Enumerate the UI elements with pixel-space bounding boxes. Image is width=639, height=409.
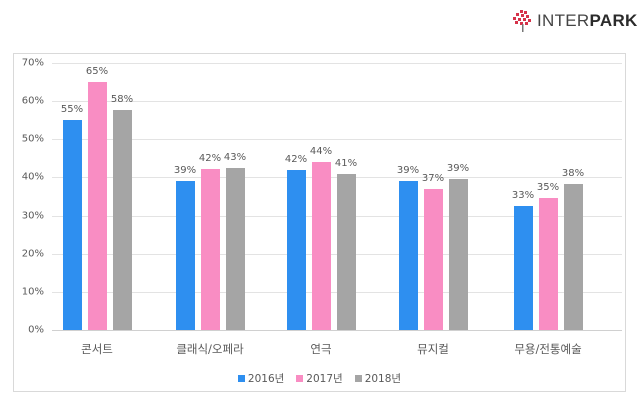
data-label: 33% — [511, 190, 535, 202]
y-axis-tick-label: 50% — [21, 133, 44, 145]
gridline — [52, 63, 622, 64]
bar-2017년 — [311, 162, 331, 330]
data-label: 65% — [85, 66, 109, 78]
y-axis-tick-label: 30% — [21, 210, 44, 222]
bar-2018년 — [225, 167, 245, 330]
bar-2018년 — [448, 179, 468, 330]
gridline — [52, 330, 622, 331]
data-label: 41% — [334, 157, 358, 169]
legend-swatch-icon — [237, 375, 245, 382]
interpark-tree-icon — [513, 10, 531, 32]
legend-label: 2018년 — [364, 373, 402, 385]
data-label: 38% — [561, 168, 585, 180]
bar-2016년 — [398, 181, 418, 330]
gridline — [52, 101, 622, 102]
bar-2017년 — [200, 168, 220, 330]
y-axis-tick-label: 70% — [21, 57, 44, 69]
y-axis-tick-label: 0% — [28, 324, 44, 336]
bar-2018년 — [336, 173, 356, 330]
y-axis-tick-label: 10% — [21, 286, 44, 298]
data-label: 58% — [110, 93, 134, 105]
logo-text-park: PARK — [589, 11, 638, 30]
data-label: 44% — [309, 146, 333, 158]
legend-item: 2018년 — [354, 371, 402, 386]
bar-2016년 — [286, 169, 306, 330]
data-label: 43% — [223, 151, 247, 163]
bar-2016년 — [513, 206, 533, 330]
y-axis-tick-label: 20% — [21, 248, 44, 260]
data-label: 42% — [284, 153, 308, 165]
interpark-logo: INTERPARK — [512, 8, 638, 34]
data-label: 42% — [198, 152, 222, 164]
data-label: 37% — [421, 172, 445, 184]
logo-text-inter: INTER — [537, 11, 590, 30]
data-label: 39% — [446, 163, 470, 175]
logo-wordmark: INTERPARK — [537, 11, 638, 31]
data-label: 55% — [60, 104, 84, 116]
x-axis-category-label: 연극 — [310, 342, 332, 356]
chart-legend: 2016년 2017년 2018년 — [0, 371, 639, 386]
data-label: 39% — [173, 165, 197, 177]
legend-label: 2016년 — [247, 373, 285, 385]
bar-2018년 — [563, 184, 583, 330]
bar-2017년 — [87, 82, 107, 330]
x-axis-category-label: 뮤지컬 — [417, 342, 449, 356]
bar-2017년 — [423, 188, 443, 330]
data-label: 35% — [536, 181, 560, 193]
legend-item: 2016년 — [237, 371, 285, 386]
x-axis-category-label: 무용/전통예술 — [514, 342, 582, 356]
data-label: 39% — [396, 165, 420, 177]
legend-swatch-icon — [354, 375, 362, 382]
bar-2017년 — [538, 197, 558, 330]
gridline — [52, 139, 622, 140]
legend-swatch-icon — [296, 375, 304, 382]
bar-2016년 — [175, 181, 195, 330]
y-axis-tick-label: 40% — [21, 171, 44, 183]
x-axis-category-label: 클래식/오페라 — [176, 342, 244, 356]
y-axis-tick-label: 60% — [21, 95, 44, 107]
bar-2016년 — [62, 120, 82, 330]
bar-2018년 — [112, 109, 132, 330]
legend-item: 2017년 — [296, 371, 343, 386]
x-axis-category-label: 콘서트 — [81, 342, 113, 356]
legend-label: 2017년 — [306, 373, 343, 385]
